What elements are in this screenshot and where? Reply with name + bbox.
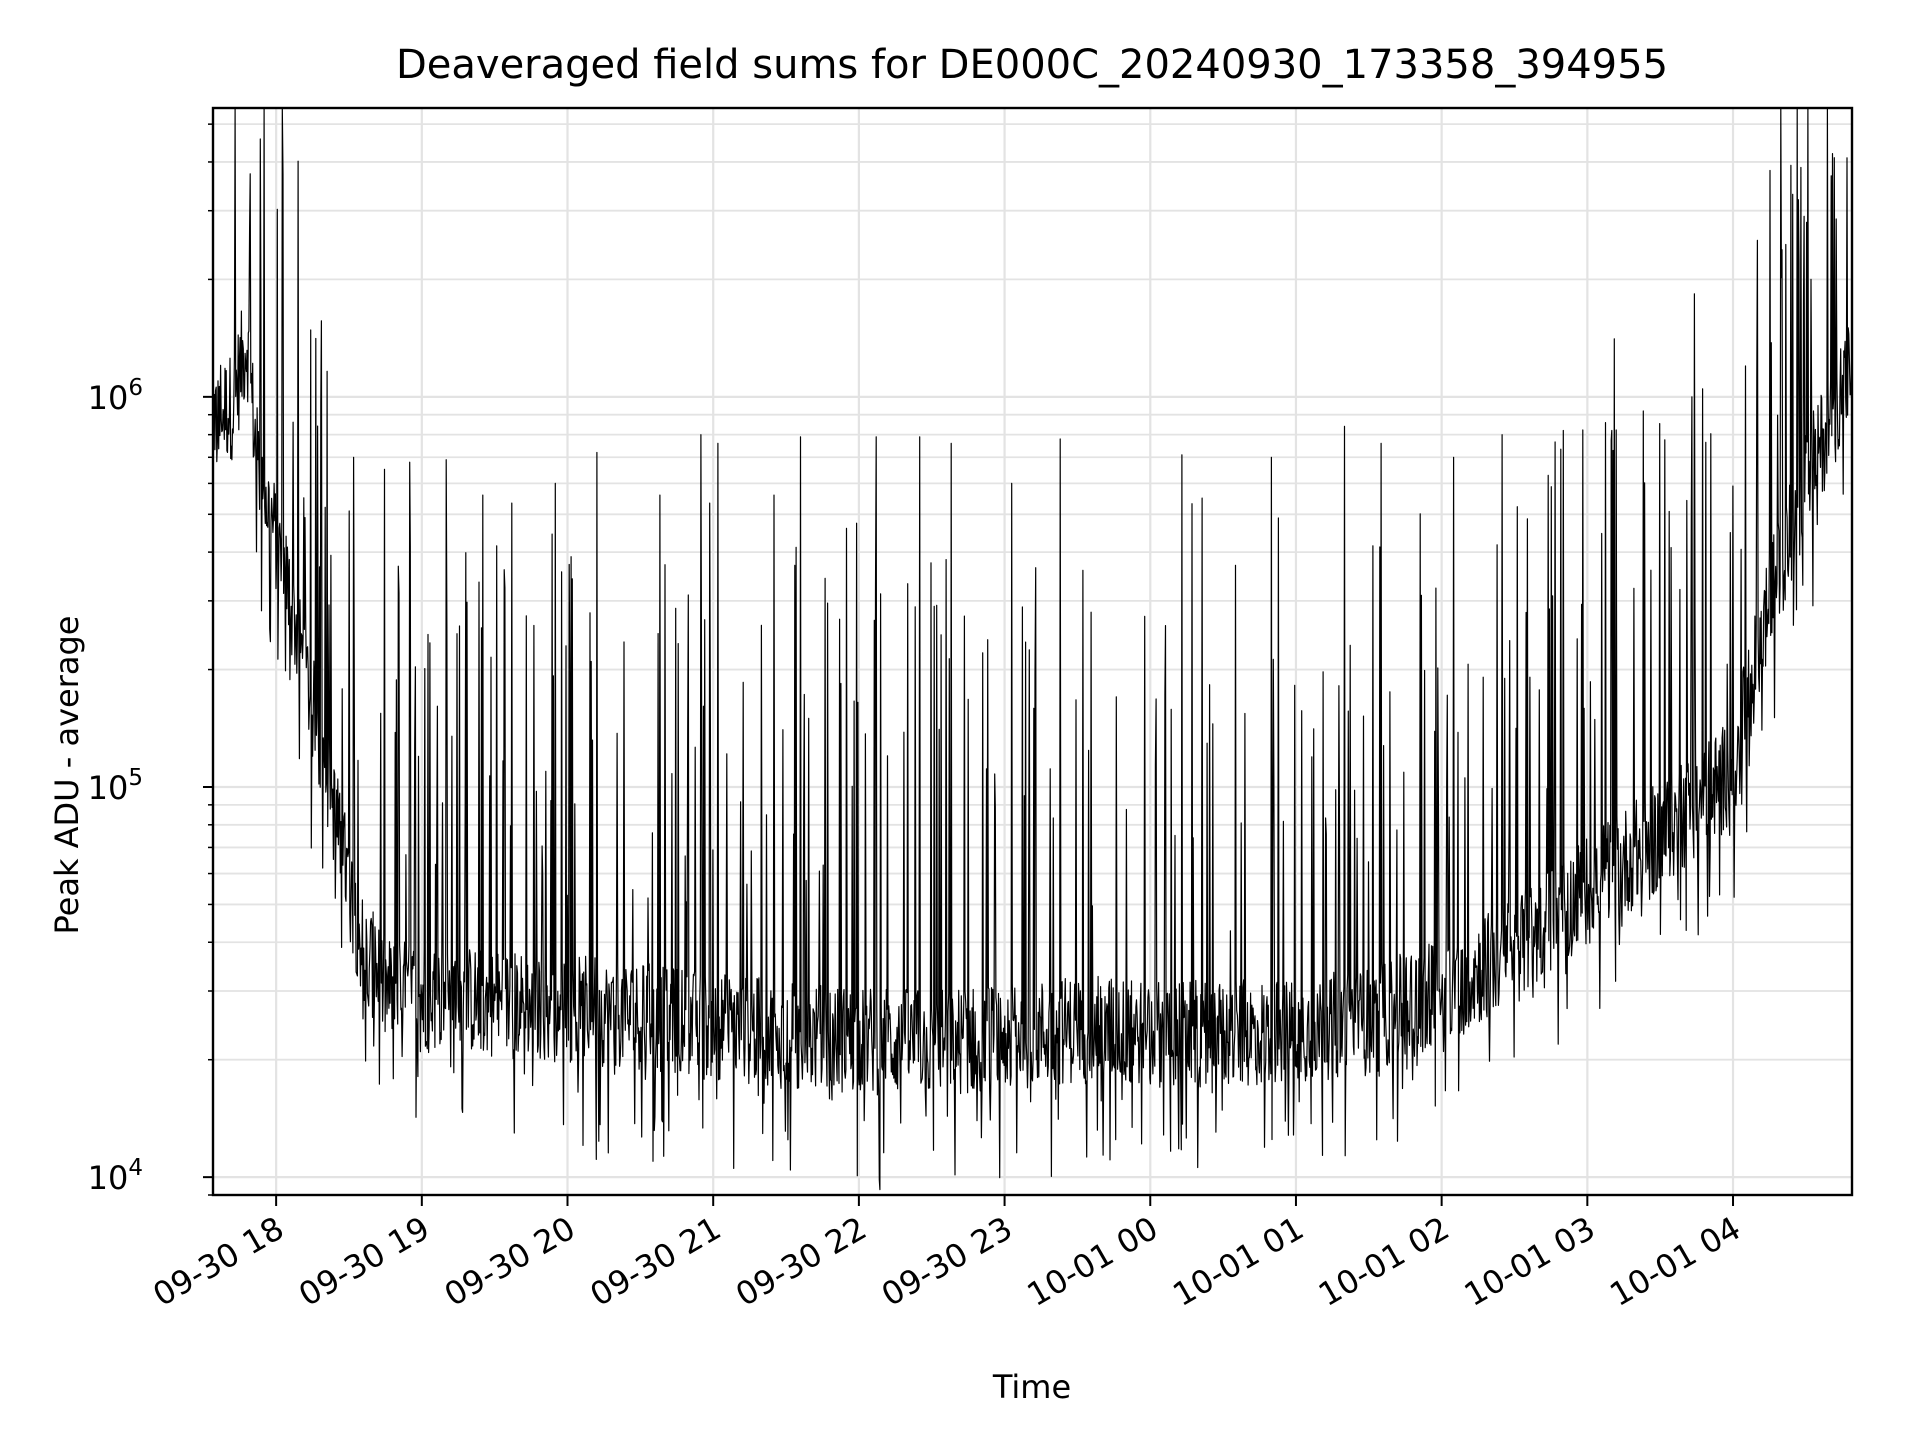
x-axis-label: Time [992,1368,1071,1406]
plot-area-frame [211,106,1854,1197]
y-tick-label: 105 [88,765,143,807]
chart-title: Deaveraged field sums for DE000C_2024093… [396,42,1668,88]
grid [213,108,1852,1196]
y-axis: 104 105 106 [88,123,213,1197]
series-line [212,107,1853,1191]
y-tick-label: 106 [88,375,143,417]
y-tick-label: 104 [88,1155,143,1197]
y-axis-label: Peak ADU - average [48,616,86,935]
series-layer [212,107,1853,1191]
